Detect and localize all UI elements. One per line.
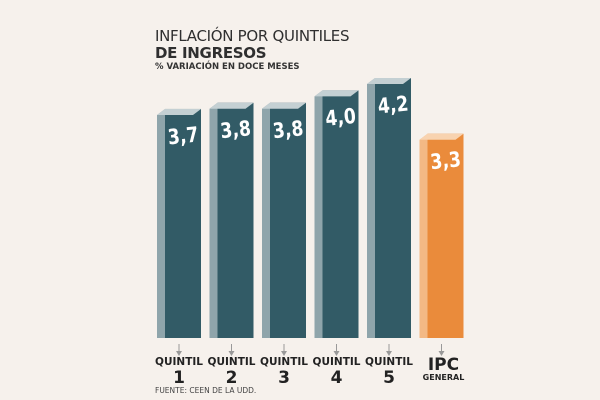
value-label: 3,8 <box>272 116 305 144</box>
category-number: 1 <box>173 368 185 388</box>
bar-top <box>367 78 411 84</box>
value-label: 3,3 <box>429 147 462 175</box>
value-label: 4,2 <box>377 91 410 119</box>
value-label: 3,7 <box>167 122 200 150</box>
value-label: 4,0 <box>324 103 357 131</box>
tick-arrowhead <box>176 351 182 356</box>
category-number: 2 <box>226 368 238 388</box>
category-label: QUINTIL <box>208 356 256 368</box>
bar-side <box>209 102 218 338</box>
bar-side <box>262 102 270 338</box>
bar-top <box>209 102 254 109</box>
bar <box>217 102 254 338</box>
source-note: FUENTE: CEEN DE LA UDD. <box>155 386 257 395</box>
bar <box>375 78 411 338</box>
chart-title-line2: DE INGRESOS <box>155 44 267 62</box>
bar-side <box>157 108 165 338</box>
bar-top <box>419 133 464 140</box>
category-label: QUINTIL <box>260 356 308 368</box>
tick-arrowhead <box>386 351 392 356</box>
tick-arrowhead <box>228 351 235 356</box>
bar <box>427 133 464 338</box>
category-number: 4 <box>331 368 343 388</box>
tick-arrowhead <box>281 351 287 356</box>
value-label: 3,8 <box>219 116 252 144</box>
bar-side <box>314 90 323 338</box>
tick-arrowhead <box>438 351 445 356</box>
category-label: QUINTIL <box>155 356 203 368</box>
chart-subtitle: % VARIACIÓN EN DOCE MESES <box>155 62 300 72</box>
tick-arrowhead <box>333 351 340 356</box>
bar <box>165 108 201 338</box>
bar-top <box>157 108 201 115</box>
bar-top <box>262 102 306 109</box>
bar <box>270 102 306 338</box>
category-label: IPC <box>428 355 459 375</box>
chart-title: INFLACIÓN POR QUINTILES <box>155 27 350 45</box>
bar-top <box>314 90 359 97</box>
category-number: 5 <box>383 368 395 388</box>
bar-side <box>419 133 428 338</box>
category-sublabel: GENERAL <box>423 373 465 382</box>
category-label: QUINTIL <box>365 356 413 368</box>
category-number: 3 <box>278 368 290 388</box>
category-label: QUINTIL <box>313 356 361 368</box>
bar <box>322 90 359 338</box>
bar-side <box>367 78 375 338</box>
